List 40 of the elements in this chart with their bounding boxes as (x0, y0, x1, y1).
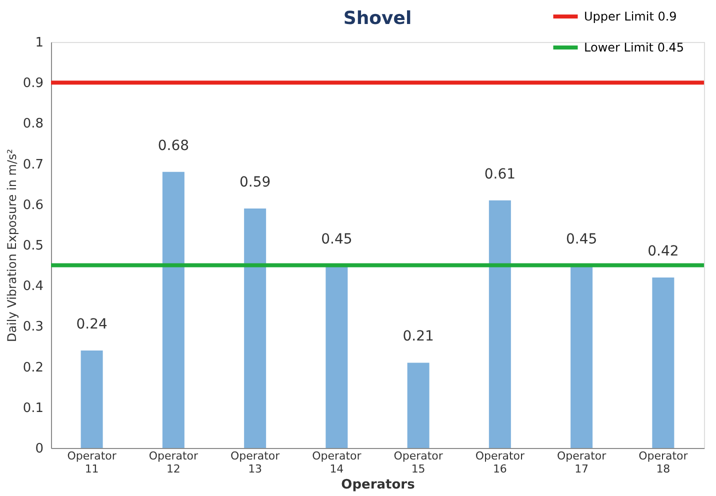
data-label: 0.59 (239, 174, 271, 190)
data-label: 0.68 (158, 138, 190, 154)
bar (80, 350, 103, 448)
data-label: 0.24 (76, 316, 108, 333)
data-label: 0.61 (484, 166, 516, 182)
data-label: 0.21 (402, 328, 434, 345)
x-tick-label: Operator 13 (230, 450, 280, 476)
y-tick-label: 0 (35, 442, 44, 456)
legend-label: Lower Limit 0.45 (584, 40, 684, 54)
bar (244, 208, 266, 448)
x-tick-label: Operator 14 (312, 450, 362, 476)
x-tick-label: Operator 17 (556, 450, 607, 476)
x-axis-title: Operators (341, 478, 416, 492)
y-tick-label: 0.5 (22, 238, 44, 254)
y-tick-label: 0.1 (22, 400, 44, 416)
x-tick-label: Operator 16 (475, 450, 526, 476)
y-tick-label: 0.6 (22, 198, 44, 213)
y-tick-label: 0.8 (22, 116, 44, 132)
y-tick-label: 0.3 (22, 320, 44, 335)
data-label: 0.45 (321, 231, 352, 248)
data-label: 0.45 (566, 231, 598, 248)
y-tick-label: 0.4 (22, 279, 44, 294)
bar (407, 362, 430, 448)
x-tick-label: Operator 18 (638, 450, 688, 476)
legend-label: Upper Limit 0.9 (584, 10, 677, 24)
data-label: 0.42 (648, 243, 679, 260)
chart-title: Shovel (343, 8, 412, 29)
x-tick-label: Operator 12 (148, 450, 199, 476)
x-tick-label: Operator 15 (394, 450, 444, 476)
bar (326, 265, 348, 448)
y-tick-label: 1 (35, 36, 44, 50)
bar (570, 265, 593, 448)
bar (652, 277, 674, 448)
y-axis-title: Daily Vibration Exposure in m/s² (4, 148, 19, 342)
x-tick-label: Operator 11 (67, 450, 117, 476)
y-tick-label: 0.9 (22, 76, 44, 92)
bar (488, 200, 511, 448)
bar (162, 172, 184, 448)
y-tick-label: 0.2 (22, 360, 44, 376)
y-tick-label: 0.7 (22, 157, 44, 172)
